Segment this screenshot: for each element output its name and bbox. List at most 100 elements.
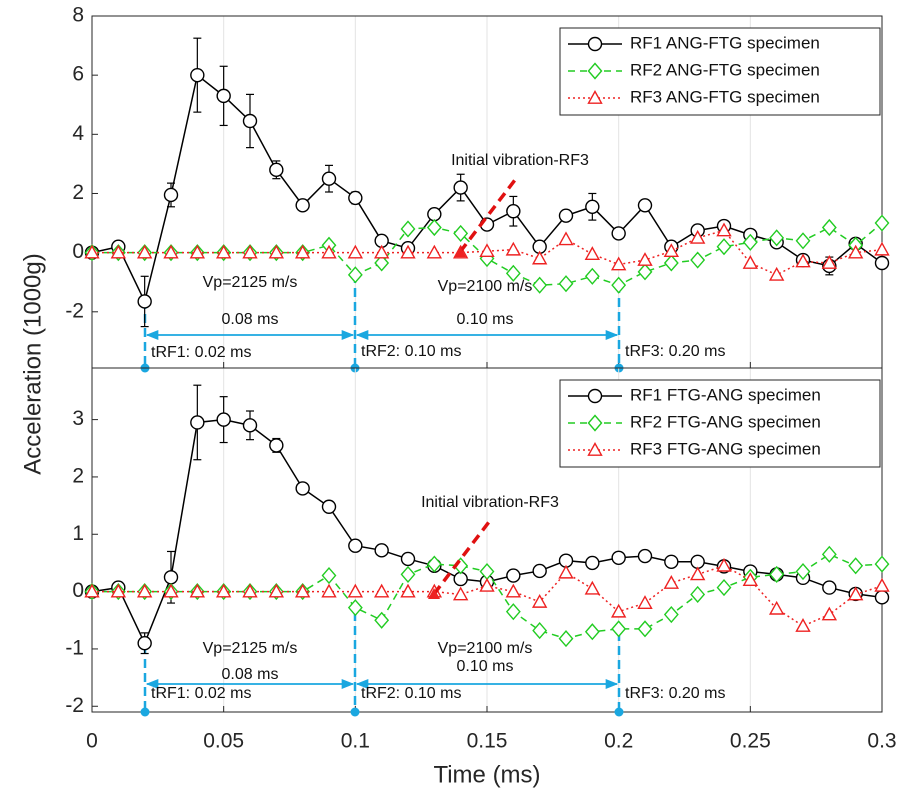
- data-point: [84, 583, 100, 598]
- data-point: [426, 555, 442, 573]
- data-point: [637, 198, 653, 213]
- data-point: [321, 171, 337, 186]
- data-point: [163, 570, 179, 585]
- data-point: [532, 276, 548, 294]
- data-point: [664, 554, 679, 569]
- data-point: [690, 585, 706, 604]
- data-point: [558, 275, 574, 293]
- data-point: [821, 218, 837, 237]
- y-tick-label: -1: [65, 636, 84, 659]
- legend-label: RF1 ANG-FTG specimen: [630, 33, 820, 52]
- data-point: [374, 254, 390, 272]
- data-point: [847, 586, 864, 601]
- data-point: [584, 623, 600, 641]
- data-point: [821, 255, 838, 269]
- data-point: [189, 583, 206, 598]
- vibration-start: [428, 588, 440, 599]
- data-point: [768, 266, 785, 281]
- data-point: [189, 244, 206, 259]
- data-point: [611, 276, 627, 294]
- annotation: Initial vibration-RF3: [451, 152, 589, 169]
- data-point: [347, 583, 364, 598]
- data-point: [716, 238, 732, 256]
- data-point: [216, 412, 231, 427]
- data-point: [584, 267, 600, 285]
- data-point: [689, 229, 706, 244]
- data-point: [110, 244, 127, 259]
- annotation: Initial vibration-RF3: [421, 494, 559, 511]
- data-point: [742, 572, 759, 587]
- data-point: [269, 438, 284, 453]
- data-point: [558, 208, 574, 223]
- data-point: [321, 499, 337, 514]
- annotation: 0.10 ms: [457, 311, 514, 328]
- annotation: 0.08 ms: [222, 311, 279, 328]
- legend-marker: [587, 442, 603, 456]
- data-point: [769, 229, 785, 247]
- data-point: [716, 579, 732, 597]
- data-point: [294, 583, 311, 598]
- x-axis-label: Time (ms): [433, 761, 540, 788]
- data-point: [716, 222, 732, 237]
- legend-marker: [587, 90, 603, 104]
- data-point: [742, 233, 758, 251]
- legend-label: RF2 ANG-FTG specimen: [630, 60, 820, 79]
- data-point: [848, 557, 864, 575]
- y-tick-label: 4: [72, 122, 84, 145]
- data-point: [136, 583, 153, 598]
- data-point: [242, 418, 258, 433]
- data-point: [505, 241, 522, 256]
- data-point: [637, 263, 653, 281]
- data-point: [689, 566, 706, 581]
- data-point: [268, 244, 285, 259]
- data-point: [584, 580, 601, 595]
- data-point: [610, 603, 627, 618]
- annotation: Vp=2125 m/s: [203, 640, 298, 657]
- data-point: [768, 600, 785, 615]
- legend-box: [559, 27, 881, 116]
- data-point: [321, 244, 337, 259]
- data-point: [426, 244, 443, 259]
- data-point: [585, 199, 600, 214]
- data-point: [84, 244, 100, 259]
- data-point: [611, 620, 627, 638]
- data-point: [795, 618, 811, 632]
- data-point: [795, 232, 811, 250]
- y-tick-label: -2: [65, 299, 84, 322]
- y-tick-label: 8: [72, 4, 84, 27]
- data-point: [294, 244, 311, 259]
- data-point: [506, 568, 521, 583]
- data-point: [190, 415, 205, 430]
- data-point: [874, 555, 890, 573]
- data-point: [558, 630, 574, 648]
- x-tick-label: 0.2: [604, 730, 633, 753]
- data-point: [348, 538, 363, 553]
- data-point: [347, 266, 363, 284]
- legend-label: RF2 FTG-ANG specimen: [630, 412, 821, 431]
- y-tick-label: 1: [72, 522, 84, 545]
- data-point: [242, 244, 258, 259]
- data-point: [584, 246, 601, 261]
- data-point: [136, 244, 153, 259]
- data-point: [637, 548, 653, 564]
- data-point: [348, 190, 363, 206]
- legend-label: RF3 FTG-ANG specimen: [630, 439, 821, 458]
- data-point: [874, 577, 890, 592]
- x-tick-label: 0.25: [730, 730, 771, 753]
- data-point: [400, 244, 416, 259]
- data-point: [427, 206, 442, 222]
- data-point: [295, 198, 310, 213]
- data-point: [374, 611, 390, 629]
- data-point: [163, 187, 179, 203]
- x-tick-label: 0: [86, 730, 98, 753]
- x-tick-label: 0.15: [467, 730, 508, 753]
- data-point: [637, 252, 653, 266]
- x-tick-label: 0.1: [341, 730, 370, 753]
- data-point: [795, 562, 811, 581]
- data-point: [163, 244, 179, 259]
- data-point: [295, 481, 310, 496]
- legend-marker: [587, 388, 603, 404]
- annotation: tRF3: 0.20 ms: [625, 343, 725, 360]
- y-tick-label: 2: [72, 464, 84, 487]
- data-point: [269, 162, 284, 178]
